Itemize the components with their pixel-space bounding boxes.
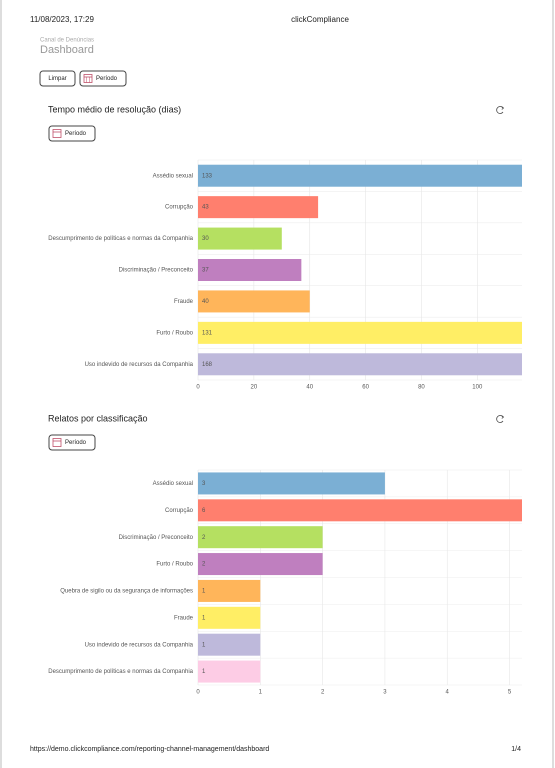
bar [198,196,319,219]
bar [198,259,302,281]
bar [198,499,522,522]
data-label: 168 [202,362,213,368]
refresh-icon [496,106,505,114]
data-label: 1 [202,615,206,621]
period-button-label: Período [96,76,118,82]
y-tick-label: Assédio sexual [153,173,193,179]
refresh-arrow [501,106,505,110]
bar [198,553,323,576]
y-tick-label: Discriminação / Preconceito [119,535,194,541]
x-tick-label: 0 [196,690,200,696]
data-label: 1 [202,589,206,595]
x-tick-label: 4 [446,690,450,696]
y-tick-label: Fraude [174,299,194,305]
y-tick-label: Furto / Roubo [156,330,193,336]
data-label: 1 [202,642,206,648]
y-tick-label: Uso indevido de recursos da Companhia [85,362,194,368]
x-tick-label: 80 [418,385,425,391]
x-tick-label: 3 [383,690,387,696]
bar [198,579,261,602]
y-tick-label: Furto / Roubo [156,562,193,568]
plot-area: 3 6 2 2 1 1 1 1 [198,472,522,683]
bar [198,290,310,313]
x-tick-label: 40 [306,385,313,391]
data-label: 3 [202,481,206,487]
period-button-label: Período [65,131,87,137]
y-tick-label: Quebra de sigilo ou da segurança de info… [60,589,193,595]
x-tick-label: 20 [251,385,258,391]
data-label: 1 [202,669,206,675]
bar [198,164,522,187]
print-page: 1/4 [511,746,521,753]
x-tick-label: 1 [259,690,263,696]
clear-button[interactable] [39,70,76,87]
data-label: 6 [202,508,206,514]
data-label: 37 [202,268,209,274]
print-url: https://demo.clickcompliance.com/reporti… [30,746,269,753]
y-tick-label: Assédio sexual [153,481,193,487]
y-tick-label: Corrupção [165,205,194,211]
bar [198,606,261,629]
bar [198,633,261,656]
x-tick-label: 5 [508,690,512,696]
bar [198,472,385,495]
chart-title: Relatos por classificação [48,413,148,423]
y-tick-label: Descumprimento de políticas e normas da … [48,236,193,242]
print-site: clickCompliance [291,15,349,24]
bar [198,526,323,549]
breadcrumb: Canal de Denúncias [40,38,94,44]
x-tick-label: 60 [362,385,369,391]
bar [198,321,522,344]
bar [198,353,522,376]
data-label: 30 [202,236,209,242]
y-tick-label: Uso indevido de recursos da Companhia [85,642,194,648]
print-datetime: 11/08/2023, 17:29 [30,15,94,24]
data-label: 40 [202,299,209,305]
page-title: Dashboard [40,44,94,56]
data-label: 43 [202,205,209,211]
x-tick-label: 100 [472,385,483,391]
plot-area: 133 43 30 37 40 131 168 [198,164,522,376]
x-tick-label: 2 [321,690,325,696]
refresh-arrow [501,415,505,419]
bar [198,227,282,250]
x-tick-label: 0 [196,385,200,391]
calendar-icon [83,74,93,83]
y-tick-label: Corrupção [165,508,194,514]
calendar-icon [52,129,62,138]
data-label: 2 [202,535,206,541]
bar [198,660,261,683]
data-label: 131 [202,330,213,336]
chart-title: Tempo médio de resolução (dias) [48,104,181,114]
y-tick-label: Descumprimento de políticas e normas da … [48,669,193,675]
calendar-icon [52,438,62,447]
data-label: 2 [202,562,206,568]
y-tick-label: Fraude [174,615,194,621]
refresh-icon [496,415,505,423]
y-tick-label: Discriminação / Preconceito [119,268,194,274]
clear-button-label: Limpar [48,76,66,82]
period-button-label: Período [65,440,87,446]
data-label: 133 [202,173,213,179]
